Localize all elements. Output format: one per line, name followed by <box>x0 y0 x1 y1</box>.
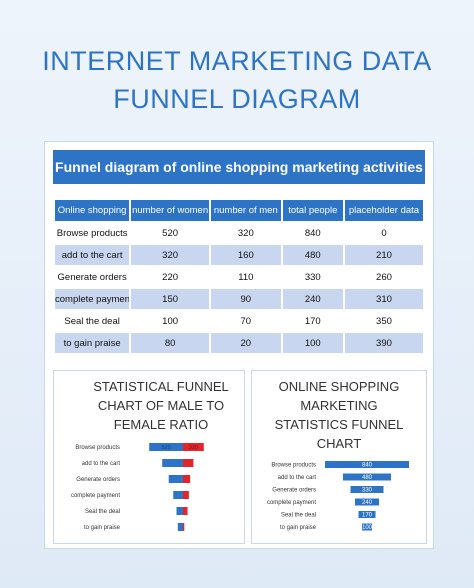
ratio-chart-title-line: STATISTICAL FUNNEL <box>93 379 229 394</box>
table-cell: 80 <box>131 333 209 353</box>
men-bar <box>183 507 188 515</box>
table-cell: 210 <box>344 245 423 265</box>
table-cell: 100 <box>131 311 209 331</box>
table-cell: 20 <box>210 333 281 353</box>
table-cell: 240 <box>282 289 343 309</box>
table-header-row: Online shopping number of women number o… <box>55 200 423 221</box>
col-header-total: total people <box>282 200 343 221</box>
data-label: 520 <box>162 445 171 451</box>
total-bar <box>355 498 379 506</box>
category-label: to gain praise <box>84 525 121 531</box>
marketing-chart-panel: ONLINE SHOPPING MARKETING STATISTICS FUN… <box>251 370 427 544</box>
marketing-funnel-chart: Browse products 840 add to the cart 480 Gene… <box>267 461 409 531</box>
table-cell: 220 <box>131 267 209 287</box>
table-cell: 110 <box>210 267 281 287</box>
total-bar <box>358 511 376 518</box>
data-label: 170 <box>362 513 373 519</box>
men-bar <box>183 475 191 483</box>
table-cell: Generate orders <box>55 267 130 287</box>
marketing-chart-title-line: CHART <box>316 436 362 451</box>
category-label: to gain praise <box>280 525 317 531</box>
category-label: Generate orders <box>76 477 120 483</box>
total-bar <box>362 523 372 531</box>
table-cell: 520 <box>131 223 209 243</box>
table-cell: 100 <box>282 333 343 353</box>
table-cell: 390 <box>344 333 423 353</box>
category-label: Browse products <box>271 463 316 469</box>
data-table: Online shopping number of women number o… <box>53 198 425 355</box>
table-cell: 840 <box>282 223 343 243</box>
table-cell: 160 <box>210 245 281 265</box>
ratio-chart-title-line: CHART OF MALE TO <box>97 398 225 413</box>
category-label: add to the cart <box>82 461 121 467</box>
category-label: Generate orders <box>272 488 316 494</box>
page-title-line-1: INTERNET MARKETING DATA <box>42 46 432 76</box>
table-cell: 320 <box>210 223 281 243</box>
total-bar <box>325 461 409 468</box>
marketing-chart-title-line: ONLINE SHOPPING <box>278 379 400 394</box>
ratio-chart-panel: STATISTICAL FUNNEL CHART OF MALE TO FEMA… <box>53 370 245 544</box>
table-cell: 150 <box>131 289 209 309</box>
data-label: 840 <box>362 463 373 469</box>
category-label: complete payment <box>267 500 316 506</box>
men-bar <box>183 443 204 451</box>
table-cell: 350 <box>344 311 423 331</box>
data-label: 320 <box>189 445 198 451</box>
table-cell: add to the cart <box>55 245 130 265</box>
data-label: 240 <box>362 500 373 506</box>
women-bar <box>177 523 183 531</box>
data-label: 330 <box>362 488 373 494</box>
col-header-women: number of women <box>131 200 209 221</box>
table-cell: Browse products <box>55 223 130 243</box>
women-bar <box>149 443 183 451</box>
total-bar <box>343 473 391 481</box>
table-banner: Funnel diagram of online shopping market… <box>53 150 425 184</box>
men-bar <box>183 459 194 467</box>
table-cell: 310 <box>344 289 423 309</box>
category-label: Seal the deal <box>281 513 316 519</box>
table-row: Seal the deal 100 70 170 350 <box>55 311 423 331</box>
page-title: INTERNET MARKETING DATA FUNNEL DIAGRAM <box>0 42 474 118</box>
table-cell: complete payment <box>55 289 130 309</box>
category-label: Seal the deal <box>85 509 120 515</box>
table-cell: Seal the deal <box>55 311 130 331</box>
total-bar <box>350 486 384 493</box>
marketing-chart-title-line: MARKETING <box>300 398 378 413</box>
women-bar <box>168 475 183 483</box>
men-bar <box>183 491 189 499</box>
women-bar <box>173 491 183 499</box>
category-label: add to the cart <box>278 475 317 481</box>
category-label: Browse products <box>75 445 120 451</box>
table-cell: to gain praise <box>55 333 130 353</box>
table-cell: 330 <box>282 267 343 287</box>
ratio-chart-title: STATISTICAL FUNNEL CHART OF MALE TO FEMA… <box>54 377 244 434</box>
women-bar <box>176 507 183 515</box>
table-cell: 90 <box>210 289 281 309</box>
table-cell: 320 <box>131 245 209 265</box>
col-header-men: number of men <box>210 200 281 221</box>
table-row: Generate orders 220 110 330 260 <box>55 267 423 287</box>
women-bar <box>162 459 183 467</box>
table-row: Browse products 520 320 840 0 <box>55 223 423 243</box>
table-cell: 70 <box>210 311 281 331</box>
table-row: to gain praise 80 20 100 390 <box>55 333 423 353</box>
table-row: add to the cart 320 160 480 210 <box>55 245 423 265</box>
marketing-chart-title-line: STATISTICS FUNNEL <box>274 417 404 432</box>
ratio-funnel-chart: Browse products add to the cart Generate o… <box>71 443 204 531</box>
data-label: 480 <box>362 475 373 481</box>
men-bar <box>183 523 185 531</box>
marketing-chart-title: ONLINE SHOPPING MARKETING STATISTICS FUN… <box>252 377 426 453</box>
col-header-placeholder: placeholder data <box>344 200 423 221</box>
report-card: Funnel diagram of online shopping market… <box>44 141 434 549</box>
table-cell: 170 <box>282 311 343 331</box>
table-cell: 0 <box>344 223 423 243</box>
page-title-line-2: FUNNEL DIAGRAM <box>113 84 361 114</box>
category-label: complete payment <box>71 493 120 499</box>
table-cell: 480 <box>282 245 343 265</box>
data-label: 100 <box>362 525 373 531</box>
col-header-online-shopping: Online shopping <box>55 200 130 221</box>
table-cell: 260 <box>344 267 423 287</box>
table-row: complete payment 150 90 240 310 <box>55 289 423 309</box>
ratio-chart-title-line: FEMALE RATIO <box>113 417 209 432</box>
